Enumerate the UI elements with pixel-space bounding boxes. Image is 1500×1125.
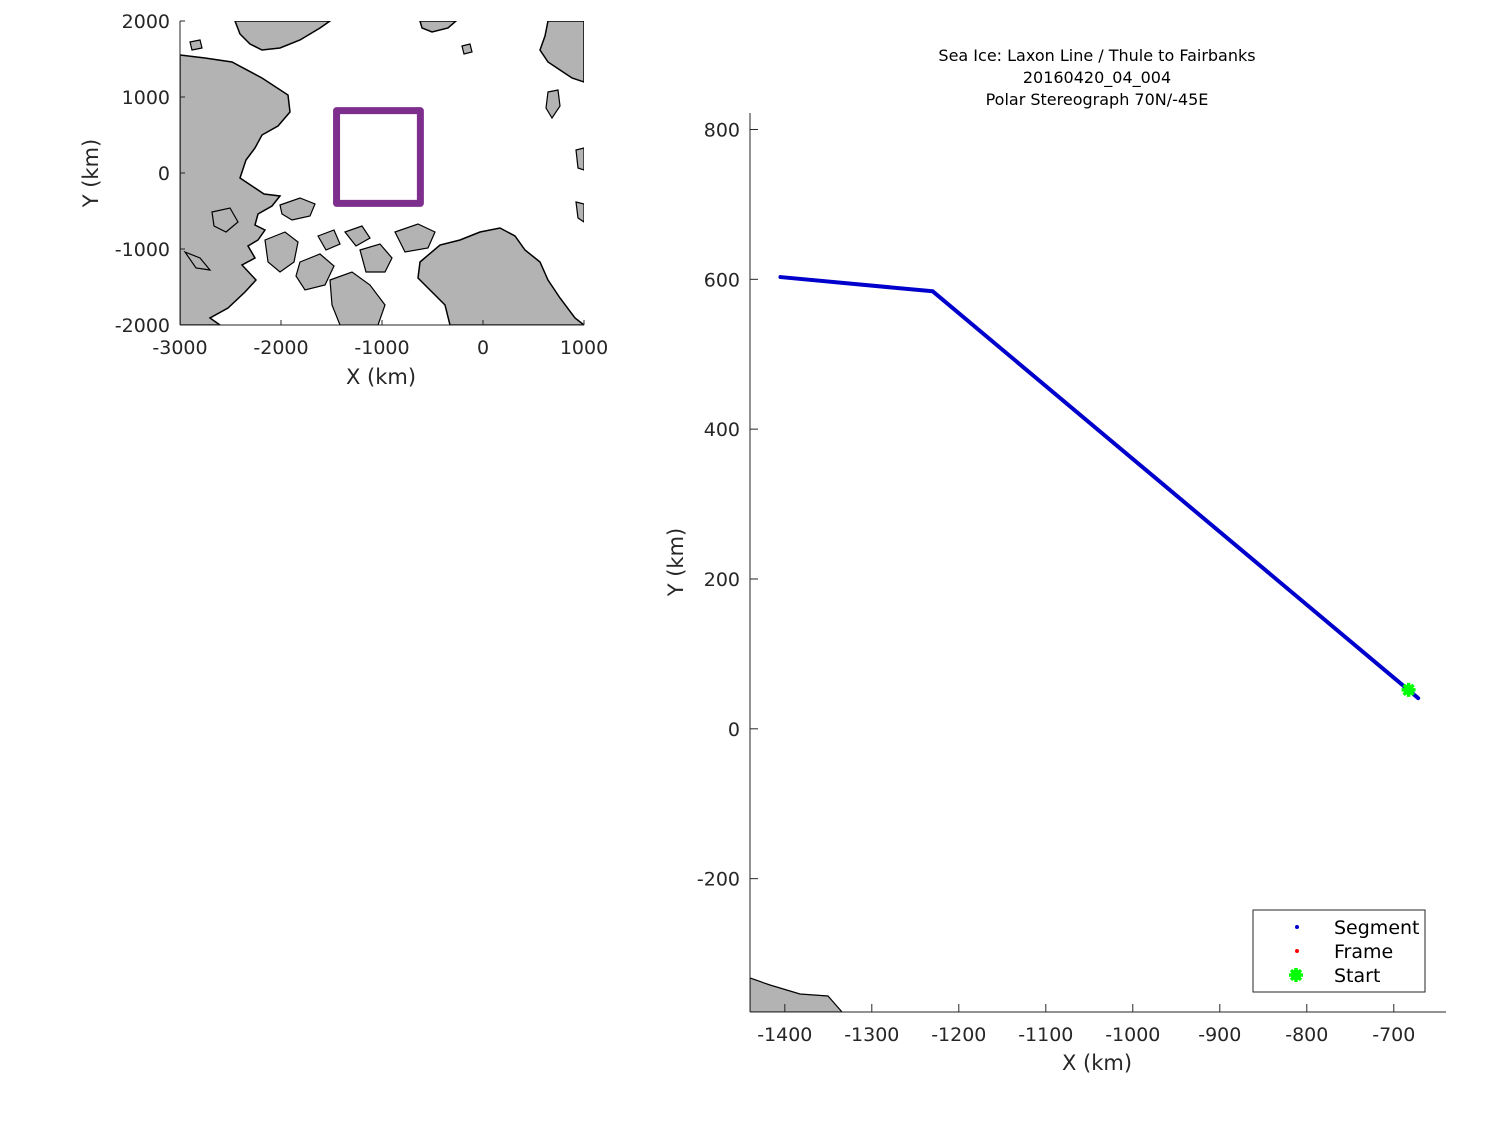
overview-x-tick-label: 1000 — [560, 337, 608, 359]
main-x-tick-label: -1300 — [844, 1024, 899, 1046]
legend-item-frame: Frame — [1295, 941, 1393, 963]
main-x-tick-label: -1100 — [1018, 1024, 1073, 1046]
main-land-corner — [750, 977, 843, 1012]
overview-y-tick-label: -2000 — [115, 315, 170, 337]
overview-y-tick-label: 2000 — [122, 11, 170, 33]
overview-y-tick-label: 0 — [158, 163, 170, 185]
main-y-ticks: 800 600 400 200 0 -200 — [697, 119, 758, 891]
legend-box — [1252, 909, 1426, 993]
main-y-tick-label: 800 — [704, 119, 740, 141]
overview-y-tick-label: -1000 — [115, 239, 170, 261]
legend-label-frame: Frame — [1334, 941, 1393, 963]
main-x-ticks: -1400 -1300 -1200 -1100 -1000 -900 -800 -700 — [757, 1004, 1415, 1046]
legend-start-glyph — [1289, 968, 1303, 982]
legend-marker-frame — [1295, 949, 1299, 953]
main-y-tick-label: 200 — [704, 569, 740, 591]
overview-y-ticks: 2000 1000 0 -1000 -2000 — [115, 11, 185, 337]
overview-x-tick-label: -3000 — [152, 337, 207, 359]
overview-box-rect — [333, 107, 424, 207]
main-x-tick-label: -1200 — [931, 1024, 986, 1046]
main-x-tick-label: -1400 — [757, 1024, 812, 1046]
legend-item-segment: Segment — [1295, 917, 1420, 939]
overview-y-label: Y (km) — [79, 139, 103, 209]
main-x-tick-label: -900 — [1198, 1024, 1241, 1046]
legend: Segment Frame Start — [1252, 909, 1426, 993]
overview-land — [180, 21, 584, 325]
main-y-label: Y (km) — [664, 528, 688, 598]
legend-label-segment: Segment — [1334, 917, 1420, 939]
legend-label-start: Start — [1334, 965, 1380, 987]
main-plot: -1400 -1300 -1200 -1100 -1000 -900 -800 -700 80… — [664, 46, 1446, 1075]
main-y-tick-label: 400 — [704, 419, 740, 441]
legend-marker-segment — [1295, 925, 1299, 929]
segment-line — [778, 275, 1421, 701]
legend-marker-start — [1289, 968, 1303, 982]
overview-y-tick-label: 1000 — [122, 87, 170, 109]
main-title-line-1: Sea Ice: Laxon Line / Thule to Fairbanks — [938, 46, 1255, 65]
main-title-line-2: 20160420_04_004 — [1023, 68, 1171, 88]
overview-x-tick-label: -1000 — [354, 337, 409, 359]
main-y-tick-label: 0 — [728, 719, 740, 741]
overview-x-tick-label: 0 — [477, 337, 489, 359]
overview-highlight-box — [333, 107, 424, 207]
overview-x-ticks: -3000 -2000 -1000 0 1000 — [152, 320, 608, 359]
main-x-label: X (km) — [1062, 1051, 1132, 1075]
overview-map: -3000 -2000 -1000 0 1000 200010000-1000-2000… — [79, 11, 608, 389]
overview-x-label: X (km) — [346, 365, 416, 389]
main-y-tick-label: -200 — [697, 869, 740, 891]
main-y-tick-label: 600 — [704, 269, 740, 291]
overview-x-tick-label: -2000 — [253, 337, 308, 359]
main-x-tick-label: -800 — [1285, 1024, 1328, 1046]
main-x-tick-label: -700 — [1372, 1024, 1415, 1046]
main-title-line-3: Polar Stereograph 70N/-45E — [986, 90, 1209, 109]
start-marker — [1401, 682, 1416, 697]
main-series — [778, 275, 1421, 701]
legend-item-start: Start — [1289, 965, 1380, 987]
main-x-tick-label: -1000 — [1105, 1024, 1160, 1046]
